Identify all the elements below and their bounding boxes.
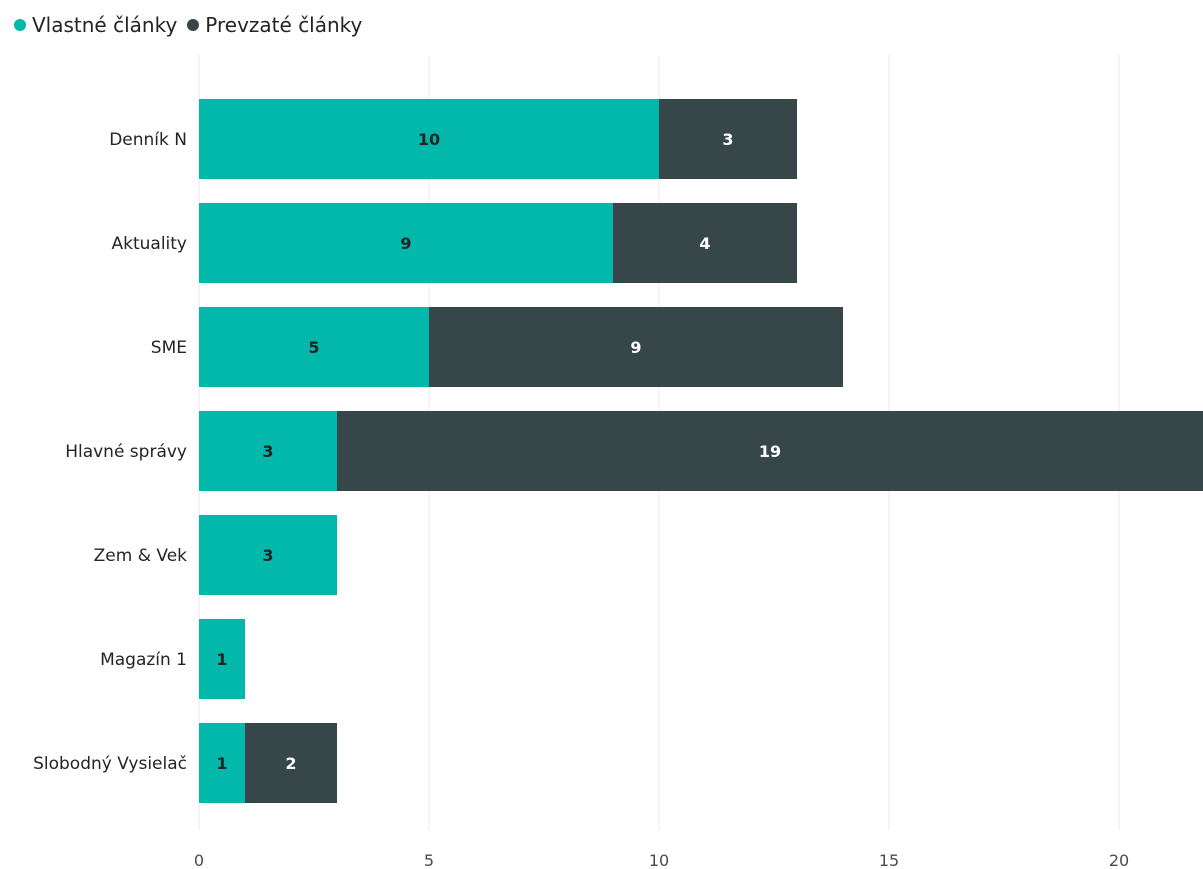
bar-segment — [199, 99, 659, 179]
category-label: Slobodný Vysielač — [33, 754, 187, 774]
x-tick-label: 10 — [649, 851, 669, 869]
bar-segment — [199, 619, 245, 699]
bar-data-label: 1 — [216, 650, 227, 669]
bar-segment — [199, 723, 245, 803]
legend-marker-icon — [187, 19, 200, 31]
legend-label: Vlastné články — [32, 13, 178, 37]
category-label: SME — [151, 338, 187, 358]
category-label: Magazín 1 — [100, 650, 187, 670]
bar-data-label: 5 — [308, 338, 319, 357]
bar-data-label: 9 — [630, 338, 641, 357]
x-tick-label: 15 — [879, 851, 899, 869]
legend: Vlastné články Prevzaté články — [14, 13, 362, 37]
category-label: Denník N — [109, 130, 187, 150]
bar-data-label: 10 — [418, 130, 440, 149]
bar-segment — [613, 203, 797, 283]
x-tick-label: 0 — [194, 851, 204, 869]
bar-data-label: 9 — [400, 234, 411, 253]
category-label: Aktuality — [111, 234, 187, 254]
bar-segment — [245, 723, 337, 803]
legend-marker-icon — [14, 19, 26, 31]
bar-data-label: 3 — [262, 546, 273, 565]
bar-data-label: 2 — [285, 754, 296, 773]
bar-segment — [429, 307, 843, 387]
bar-segment — [199, 307, 429, 387]
bar-data-label: 3 — [722, 130, 733, 149]
legend-label: Prevzaté články — [205, 13, 363, 37]
bar-segment — [199, 411, 337, 491]
category-label: Zem & Vek — [94, 546, 187, 566]
category-label: Hlavné správy — [65, 442, 187, 462]
bar-data-label: 19 — [759, 442, 781, 461]
x-tick-label: 20 — [1109, 851, 1129, 869]
legend-item[interactable]: Prevzaté články — [187, 13, 362, 37]
bar-segment — [199, 203, 613, 283]
bar-segment — [199, 515, 337, 595]
bar-data-label: 3 — [262, 442, 273, 461]
bar-data-label: 1 — [216, 754, 227, 773]
legend-item[interactable]: Vlastné články — [14, 13, 177, 37]
bar-segment — [659, 99, 797, 179]
x-tick-label: 5 — [424, 851, 434, 869]
bar-segment — [337, 411, 1203, 491]
bar-data-label: 4 — [699, 234, 710, 253]
